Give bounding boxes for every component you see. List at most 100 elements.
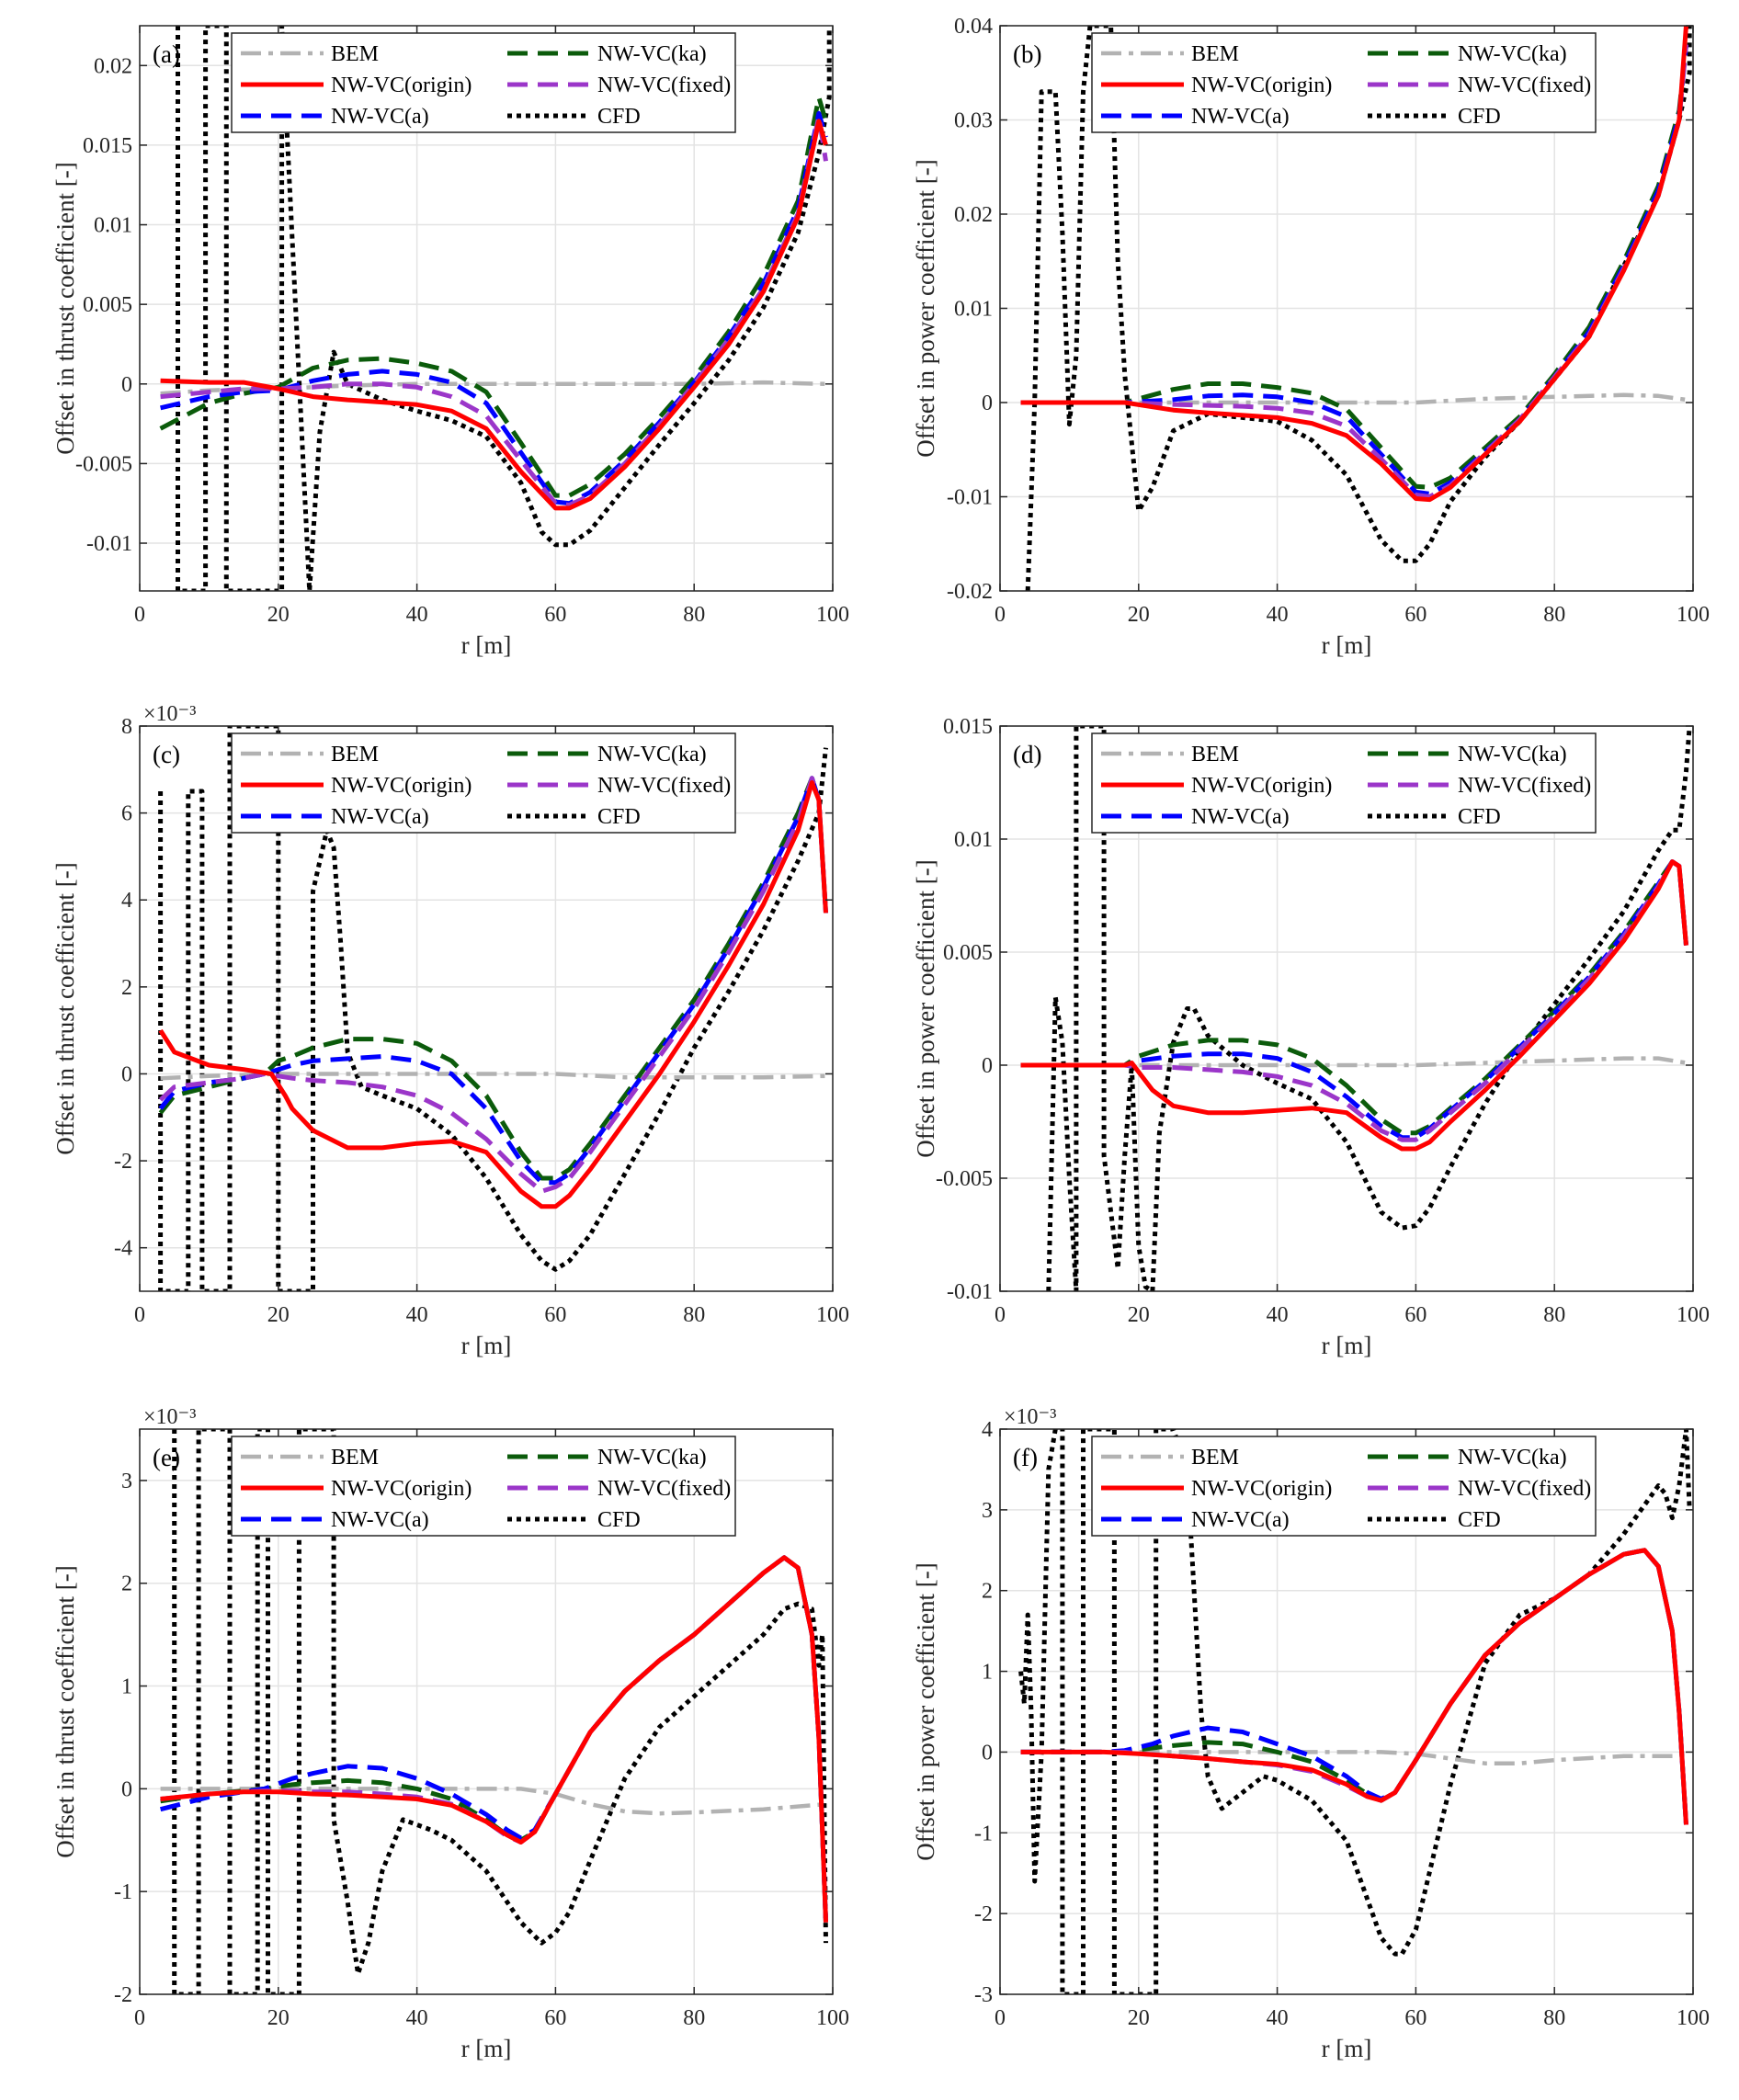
y-tick-label: 0.005 — [83, 293, 132, 317]
legend: BEM NW-VC(origin) NW-VC(a) NW-VC(ka) NW-VC(f… — [231, 732, 736, 834]
legend-label-fixed: NW-VC(fixed) — [1458, 1477, 1591, 1501]
legend-label-ka: NW-VC(ka) — [597, 42, 707, 66]
y-tick-label: 0.005 — [943, 941, 993, 965]
x-tick-label: 0 — [995, 603, 1006, 627]
series-line-fixed — [160, 114, 828, 507]
legend-label-cfd: CFD — [1458, 105, 1501, 129]
y-tick-label: 6 — [121, 802, 132, 826]
y-tick-label: 0.01 — [94, 214, 132, 238]
y-tick-label: 4 — [982, 1418, 993, 1442]
panel-tag: (f) — [1013, 1444, 1038, 1471]
legend-label-fixed: NW-VC(fixed) — [597, 774, 731, 798]
y-tick-label: 0 — [121, 373, 132, 397]
series-line-ka — [158, 776, 828, 1181]
series-line-origin — [160, 119, 828, 511]
panel-tag: (a) — [153, 40, 180, 68]
series-line-ka — [159, 95, 828, 498]
legend-label-origin: NW-VC(origin) — [1191, 1477, 1332, 1501]
series-group — [159, 1429, 828, 1994]
y-tick-label: 0 — [121, 1062, 132, 1086]
x-tick-label: 80 — [1543, 603, 1565, 627]
series-line-a — [1020, 44, 1688, 496]
legend-label-cfd: CFD — [597, 1508, 641, 1532]
x-tick-label: 100 — [1676, 1303, 1710, 1327]
x-tick-label: 100 — [1676, 2006, 1710, 2030]
y-tick-label: 0.01 — [954, 828, 993, 852]
x-tick-label: 60 — [1404, 603, 1426, 627]
x-tick-label: 60 — [1404, 1303, 1426, 1327]
x-tick-label: 80 — [683, 1303, 705, 1327]
x-tick-label: 20 — [267, 1303, 290, 1327]
y-tick-label: 0 — [121, 1777, 132, 1801]
x-tick-label: 40 — [406, 2006, 428, 2030]
series-line-a — [158, 776, 828, 1186]
x-tick-label: 20 — [1128, 603, 1150, 627]
x-tick-label: 60 — [544, 1303, 566, 1327]
legend-label-fixed: NW-VC(fixed) — [597, 74, 731, 97]
x-tick-label: 80 — [1543, 2006, 1565, 2030]
legend-label-cfd: CFD — [1458, 805, 1501, 829]
legend-label-bem: BEM — [1191, 743, 1239, 766]
x-axis-label: r [m] — [461, 2035, 512, 2062]
series-line-bem — [160, 1072, 826, 1081]
series-group — [158, 726, 828, 1291]
y-axis-label: Offset in power coefficient [-] — [912, 159, 939, 457]
x-axis-label: r [m] — [461, 631, 512, 659]
x-tick-label: 40 — [406, 603, 428, 627]
x-tick-label: 60 — [544, 2006, 566, 2030]
x-tick-label: 20 — [1128, 1303, 1150, 1327]
series-line-cfd — [158, 726, 828, 1291]
panel-tag: (b) — [1013, 40, 1041, 68]
x-tick-label: 20 — [267, 2006, 290, 2030]
series-line-origin — [1020, 859, 1688, 1152]
x-tick-label: 0 — [134, 2006, 145, 2030]
y-tick-label: 2 — [121, 976, 132, 1000]
legend-label-cfd: CFD — [597, 105, 641, 129]
panel-a: 0 20 40 60 80 100 -0.01 -0.005 0 0.005 0.01 0.015 0.… — [51, 25, 849, 659]
legend: BEM NW-VC(origin) NW-VC(a) NW-VC(ka) NW-VC(f… — [231, 1436, 736, 1537]
y-tick-label: -2 — [114, 1150, 132, 1174]
panel-tag: (c) — [153, 741, 180, 768]
panel-tag: (e) — [153, 1444, 180, 1471]
y-tick-label: -0.01 — [947, 486, 993, 510]
y-tick-label: 0.02 — [94, 54, 132, 78]
y-tick-label: -0.005 — [936, 1167, 993, 1191]
x-tick-label: 20 — [267, 603, 290, 627]
legend-label-origin: NW-VC(origin) — [1191, 74, 1332, 97]
x-tick-label: 60 — [1404, 2006, 1426, 2030]
y-tick-label: 3 — [982, 1499, 993, 1523]
legend-label-ka: NW-VC(ka) — [597, 1446, 707, 1470]
y-axis-label: Offset in power coefficient [-] — [912, 1562, 939, 1860]
y-tick-label: 0 — [982, 392, 993, 415]
legend: BEM NW-VC(origin) NW-VC(a) NW-VC(ka) NW-VC(f… — [1091, 732, 1597, 834]
y-tick-label: 2 — [121, 1572, 132, 1596]
axes-box — [999, 1428, 1694, 1995]
x-tick-label: 80 — [683, 603, 705, 627]
legend: BEM NW-VC(origin) NW-VC(a) NW-VC(ka) NW-VC(f… — [231, 32, 736, 133]
x-tick-label: 80 — [1543, 1303, 1565, 1327]
panel-b: 0 20 40 60 80 100 -0.02 -0.01 0 0.01 0.02 0.03 0.04 r… — [912, 15, 1710, 659]
series-line-origin — [1020, 26, 1688, 503]
legend-label-a: NW-VC(a) — [331, 105, 429, 129]
legend-label-bem: BEM — [331, 42, 379, 66]
y-tick-label: 3 — [121, 1470, 132, 1493]
y-tick-label: -0.01 — [86, 532, 132, 556]
legend-label-a: NW-VC(a) — [1191, 805, 1290, 829]
x-tick-label: 0 — [134, 603, 145, 627]
series-group — [1020, 26, 1692, 591]
y-tick-label: -0.005 — [75, 452, 132, 476]
x-tick-label: 40 — [1267, 1303, 1289, 1327]
x-tick-label: 0 — [995, 2006, 1006, 2030]
y-tick-label: -1 — [114, 1880, 132, 1904]
legend-label-origin: NW-VC(origin) — [1191, 774, 1332, 798]
axes-box — [999, 725, 1694, 1292]
x-tick-label: 0 — [995, 1303, 1006, 1327]
series-line-cfd — [172, 1429, 828, 1994]
x-tick-label: 40 — [1267, 603, 1289, 627]
y-axis-label: Offset in thrust coefficient [-] — [51, 162, 79, 454]
panel-tag: (d) — [1013, 741, 1041, 768]
legend-label-bem: BEM — [1191, 1446, 1239, 1470]
y-tick-label: 4 — [121, 889, 132, 913]
legend-label-a: NW-VC(a) — [1191, 105, 1290, 129]
